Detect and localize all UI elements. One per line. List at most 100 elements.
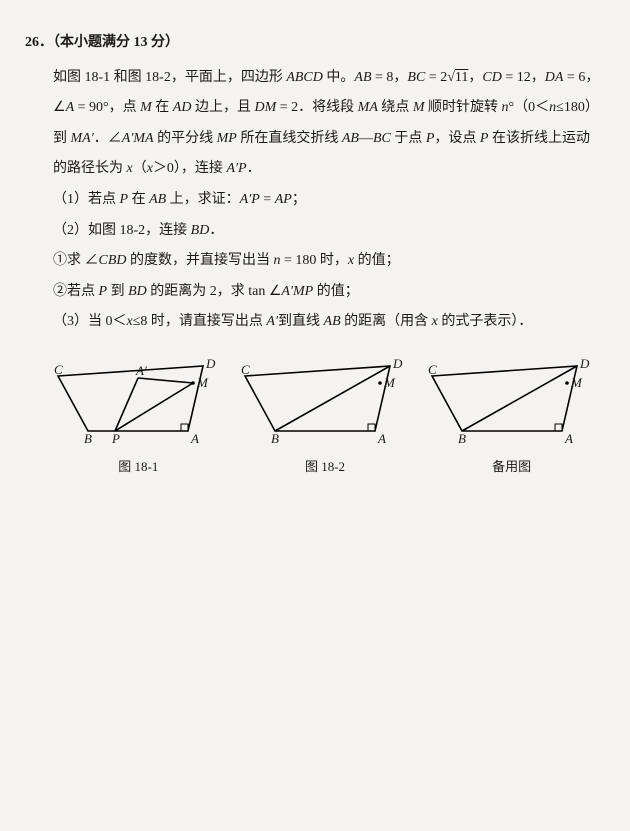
svg-text:C: C xyxy=(428,362,437,377)
q1: （1）若点 P 在 AB 上，求证：A′P = AP； xyxy=(53,187,605,214)
t: 如图 18-1 和图 18-2，平面上，四边形 xyxy=(53,70,286,85)
svg-text:C: C xyxy=(54,362,63,377)
t: n xyxy=(502,100,509,115)
line-3: 到 MA′．∠A′MA 的平分线 MP 所在直线交折线 AB—BC 于点 P，设… xyxy=(53,126,605,153)
t: A′P xyxy=(226,161,246,176)
svg-text:M: M xyxy=(383,375,396,390)
t: A′MP xyxy=(281,284,313,299)
t: ≤180） xyxy=(556,100,599,115)
t: 的距离为 2，求 tan ∠ xyxy=(147,284,282,299)
q2i: ①求 ∠CBD 的度数，并直接写出当 n = 180 时，x 的值； xyxy=(53,248,605,275)
svg-text:B: B xyxy=(271,431,279,446)
line-1: 如图 18-1 和图 18-2，平面上，四边形 ABCD 中。AB = 8，BC… xyxy=(53,65,605,92)
t: 的值； xyxy=(313,284,359,299)
t: 到 xyxy=(53,131,71,146)
svg-text:D: D xyxy=(205,356,216,371)
q2ii: ②若点 P 到 BD 的距离为 2，求 tan ∠A′MP 的值； xyxy=(53,279,605,306)
t: （2）如图 18-2，连接 xyxy=(53,223,191,238)
t: M xyxy=(140,100,152,115)
t: = 90°，点 xyxy=(74,100,140,115)
t: ＞0），连接 xyxy=(153,161,227,176)
svg-text:M: M xyxy=(196,375,209,390)
t: = xyxy=(563,70,578,85)
t: BC xyxy=(407,70,425,85)
t: √ xyxy=(447,70,455,85)
q2: （2）如图 18-2，连接 BD． xyxy=(53,218,605,245)
svg-text:P: P xyxy=(111,431,120,446)
svg-text:D: D xyxy=(392,356,403,371)
figure-3-label: 备用图 xyxy=(427,455,597,480)
svg-text:B: B xyxy=(84,431,92,446)
t: = xyxy=(502,70,517,85)
t: A′P xyxy=(240,192,260,207)
t: n xyxy=(274,253,281,268)
t: 的值； xyxy=(354,253,400,268)
t: 的路径长为 xyxy=(53,161,127,176)
t: — xyxy=(359,131,373,146)
svg-text:C: C xyxy=(241,362,250,377)
t: 在该折线上运动 xyxy=(488,131,590,146)
t: 边上，且 xyxy=(191,100,254,115)
t: 顺时针旋转 xyxy=(425,100,502,115)
figure-2-label: 图 18-2 xyxy=(240,455,410,480)
t: AP xyxy=(275,192,292,207)
svg-text:A: A xyxy=(377,431,386,446)
figure-1: CDABMPA′ 图 18-1 xyxy=(53,356,223,480)
t: 2．将线段 xyxy=(291,100,358,115)
t: CBD xyxy=(99,253,127,268)
t: BD xyxy=(128,284,147,299)
line-2: ∠A = 90°，点 M 在 AD 边上，且 DM = 2．将线段 MA 绕点 … xyxy=(53,95,605,122)
figure-3-svg: C D A B M xyxy=(427,356,597,451)
t: = xyxy=(276,100,291,115)
t: = xyxy=(260,192,275,207)
t: AB xyxy=(354,70,371,85)
t: ABCD xyxy=(286,70,323,85)
t: （ xyxy=(133,161,147,176)
t: ，设点 xyxy=(434,131,480,146)
t: 中。 xyxy=(323,70,355,85)
t: （1）若点 xyxy=(53,192,120,207)
t: ①求 ∠ xyxy=(53,253,99,268)
problem-body: 如图 18-1 和图 18-2，平面上，四边形 ABCD 中。AB = 8，BC… xyxy=(53,65,605,336)
t: ； xyxy=(292,192,306,207)
t: ． xyxy=(247,161,261,176)
t: 8， xyxy=(386,70,407,85)
t: 11 xyxy=(455,70,468,85)
t: AB xyxy=(324,314,341,329)
figure-3: C D A B M 备用图 xyxy=(427,356,597,480)
t: 的度数，并直接写出当 xyxy=(127,253,274,268)
t: A′ xyxy=(266,314,278,329)
t: 所在直线交折线 xyxy=(237,131,342,146)
t: ②若点 xyxy=(53,284,99,299)
figure-1-label: 图 18-1 xyxy=(53,455,223,480)
line-4: 的路径长为 x（x＞0），连接 A′P． xyxy=(53,156,605,183)
svg-text:M: M xyxy=(570,375,583,390)
t: 的式子表示）． xyxy=(438,314,533,329)
t: A xyxy=(66,100,75,115)
t: A′MA xyxy=(122,131,154,146)
t: CD xyxy=(482,70,501,85)
figures-row: C D A B M P A′ 图 18-1 C D A B M 图 18-2 C D A B M 备用图 xyxy=(45,356,605,480)
t: 6， xyxy=(578,70,599,85)
svg-text:A: A xyxy=(564,431,573,446)
t: （3）当 0＜ xyxy=(53,314,127,329)
svg-text:D: D xyxy=(579,356,590,371)
t: AD xyxy=(173,100,192,115)
t: P xyxy=(120,192,129,207)
t: ．∠ xyxy=(94,131,122,146)
t: = xyxy=(425,70,440,85)
q3: （3）当 0＜x≤8 时，请直接写出点 A′到直线 AB 的距离（用含 x 的式… xyxy=(53,309,605,336)
t: ∠ xyxy=(53,100,66,115)
t: P xyxy=(99,284,108,299)
t: = xyxy=(372,70,387,85)
t: BC xyxy=(373,131,391,146)
t: 12， xyxy=(517,70,545,85)
t: ． xyxy=(209,223,223,238)
t: °（0＜ xyxy=(509,100,550,115)
t: 于点 xyxy=(391,131,426,146)
svg-text:B: B xyxy=(458,431,466,446)
t: ， xyxy=(468,70,482,85)
svg-text:A′: A′ xyxy=(135,363,147,378)
figure-1-svg: CDABMPA′ xyxy=(53,356,223,451)
t: 到直线 xyxy=(278,314,324,329)
